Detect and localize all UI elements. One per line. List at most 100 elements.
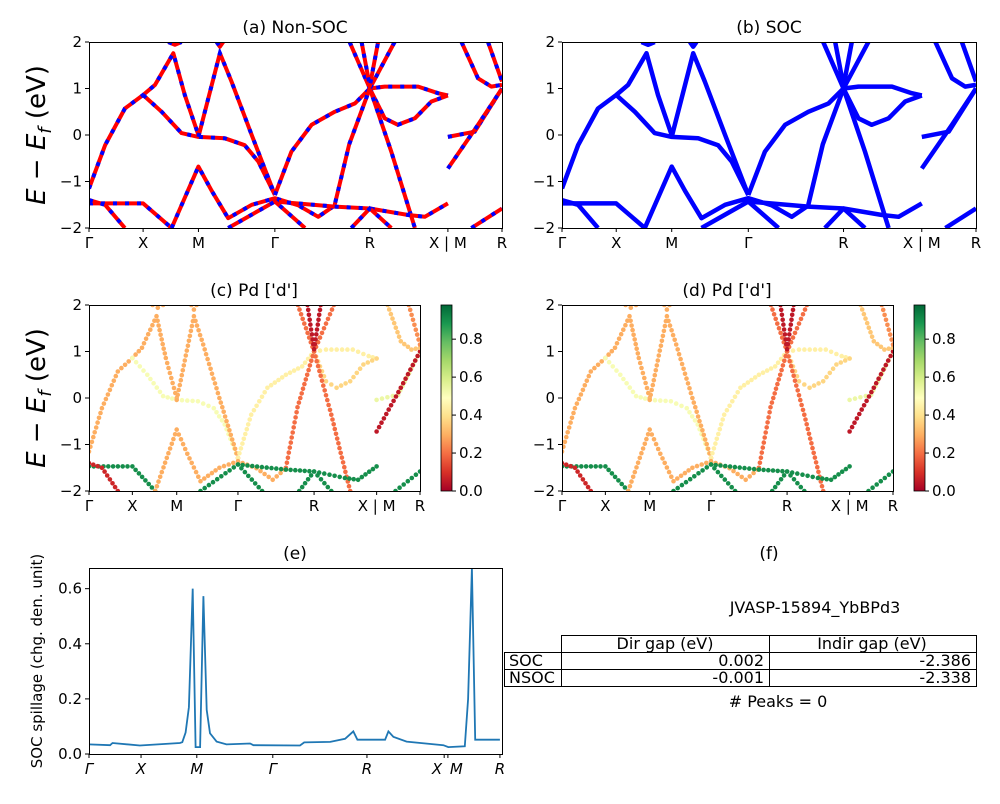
- band-weight-point: [781, 327, 787, 332]
- band-weight-point: [866, 488, 871, 491]
- band-weight-point: [798, 397, 803, 403]
- band-weight-point: [110, 481, 115, 486]
- band-line: [933, 42, 976, 89]
- colorbar-tick-label: 0.6: [932, 368, 956, 386]
- band-weight-point: [731, 468, 736, 474]
- band-weight-point: [588, 369, 594, 374]
- band-weight-point: [805, 473, 810, 479]
- band-weight-point: [759, 450, 765, 455]
- band-weight-point: [163, 355, 169, 361]
- band-weight-point: [306, 312, 312, 318]
- band-weight-point: [864, 320, 870, 326]
- y-tick-label: 0: [72, 126, 82, 144]
- band-weight-point: [291, 368, 297, 373]
- band-weight-point: [763, 430, 768, 435]
- band-weight-point: [610, 364, 616, 369]
- band-weight-point: [606, 359, 612, 365]
- band-weight-point: [666, 469, 672, 475]
- band-weight-point: [630, 327, 635, 333]
- band-weight-point: [112, 484, 118, 490]
- band-weight-point: [773, 316, 778, 322]
- band-weight-point: [775, 360, 781, 366]
- band-weight-point: [764, 368, 770, 373]
- band-weight-point: [283, 372, 289, 378]
- band-weight-point: [880, 307, 886, 313]
- band-weight-point: [130, 355, 135, 361]
- y-tick-label: 0.4: [58, 635, 82, 653]
- band-weight-point: [873, 380, 879, 386]
- band-weight-point: [154, 484, 160, 489]
- band-weight-point: [251, 407, 257, 413]
- band-line: [446, 87, 502, 170]
- band-weight-point: [322, 480, 327, 486]
- band-weight-point: [815, 475, 821, 481]
- band-weight-point: [712, 466, 717, 471]
- x-tick-label: Γ: [234, 497, 243, 515]
- band-weight-point: [839, 353, 844, 359]
- band-weight-point: [217, 395, 222, 401]
- band-weight-point: [169, 375, 174, 381]
- band-weight-point: [642, 441, 648, 447]
- band-weight-point: [337, 474, 343, 480]
- band-weight-point: [690, 465, 695, 471]
- band-weight-point: [781, 473, 787, 478]
- band-weight-point: [666, 318, 671, 324]
- band-weight-point: [794, 326, 800, 331]
- y-tick-label: −1: [60, 173, 82, 191]
- band-weight-point: [386, 407, 392, 412]
- band-weight-point: [398, 385, 404, 391]
- band-weight-point: [202, 347, 207, 352]
- band-weight-point: [708, 458, 714, 464]
- band-weight-point: [690, 395, 695, 401]
- band-weight-point: [796, 347, 802, 352]
- band-weight-point: [396, 334, 402, 340]
- band-weight-point: [770, 468, 776, 473]
- band-weight-point: [757, 460, 763, 466]
- band-weight-point: [651, 377, 657, 383]
- band-weight-point: [625, 318, 630, 324]
- band-weight-point: [875, 341, 880, 347]
- y-tick-label: 2: [72, 33, 82, 51]
- band-weight-point: [346, 483, 352, 489]
- band-weight-point: [882, 312, 887, 318]
- band-weight-point: [91, 462, 96, 468]
- band-weight-point: [775, 381, 780, 387]
- band-weight-point: [643, 380, 648, 386]
- x-tick-label: R: [495, 760, 505, 778]
- band-weight-point: [235, 462, 241, 467]
- band-weight-point: [760, 370, 766, 376]
- band-weight-point: [237, 450, 242, 456]
- band-line: [470, 206, 502, 228]
- band-weight-point: [413, 472, 419, 478]
- x-tick-label: X | M: [429, 234, 467, 252]
- band-line: [614, 93, 751, 196]
- band-weight-point: [807, 347, 812, 352]
- band-weight-point: [716, 431, 721, 437]
- band-weight-point: [202, 476, 207, 481]
- band-weight-point: [174, 427, 179, 432]
- band-weight-point: [391, 398, 396, 404]
- band-weight-point: [297, 307, 302, 312]
- colorbar-tick-label: 0.2: [459, 444, 483, 462]
- x-tick-label: X: [600, 497, 610, 515]
- band-weight-point: [834, 351, 839, 357]
- band-weight-point: [718, 463, 723, 468]
- band-weight-point: [156, 323, 161, 328]
- band-weight-point: [110, 464, 116, 469]
- band-weight-point: [139, 474, 145, 480]
- band-weight-point: [766, 467, 771, 473]
- band-weight-point: [332, 473, 337, 479]
- band-weight-point: [347, 476, 352, 481]
- band-weight-point: [293, 467, 298, 473]
- band-weight-point: [257, 399, 262, 404]
- band-weight-point: [616, 478, 621, 483]
- band-weight-point: [252, 481, 258, 486]
- band-weight-point: [218, 400, 224, 405]
- band-weight-point: [802, 347, 807, 352]
- band-weight-point: [847, 397, 852, 403]
- band-weight-point: [631, 332, 636, 338]
- band-weight-point: [303, 326, 309, 331]
- band-weight-point: [289, 435, 295, 440]
- band-weight-point: [655, 358, 661, 363]
- band-line-dashed: [214, 42, 225, 51]
